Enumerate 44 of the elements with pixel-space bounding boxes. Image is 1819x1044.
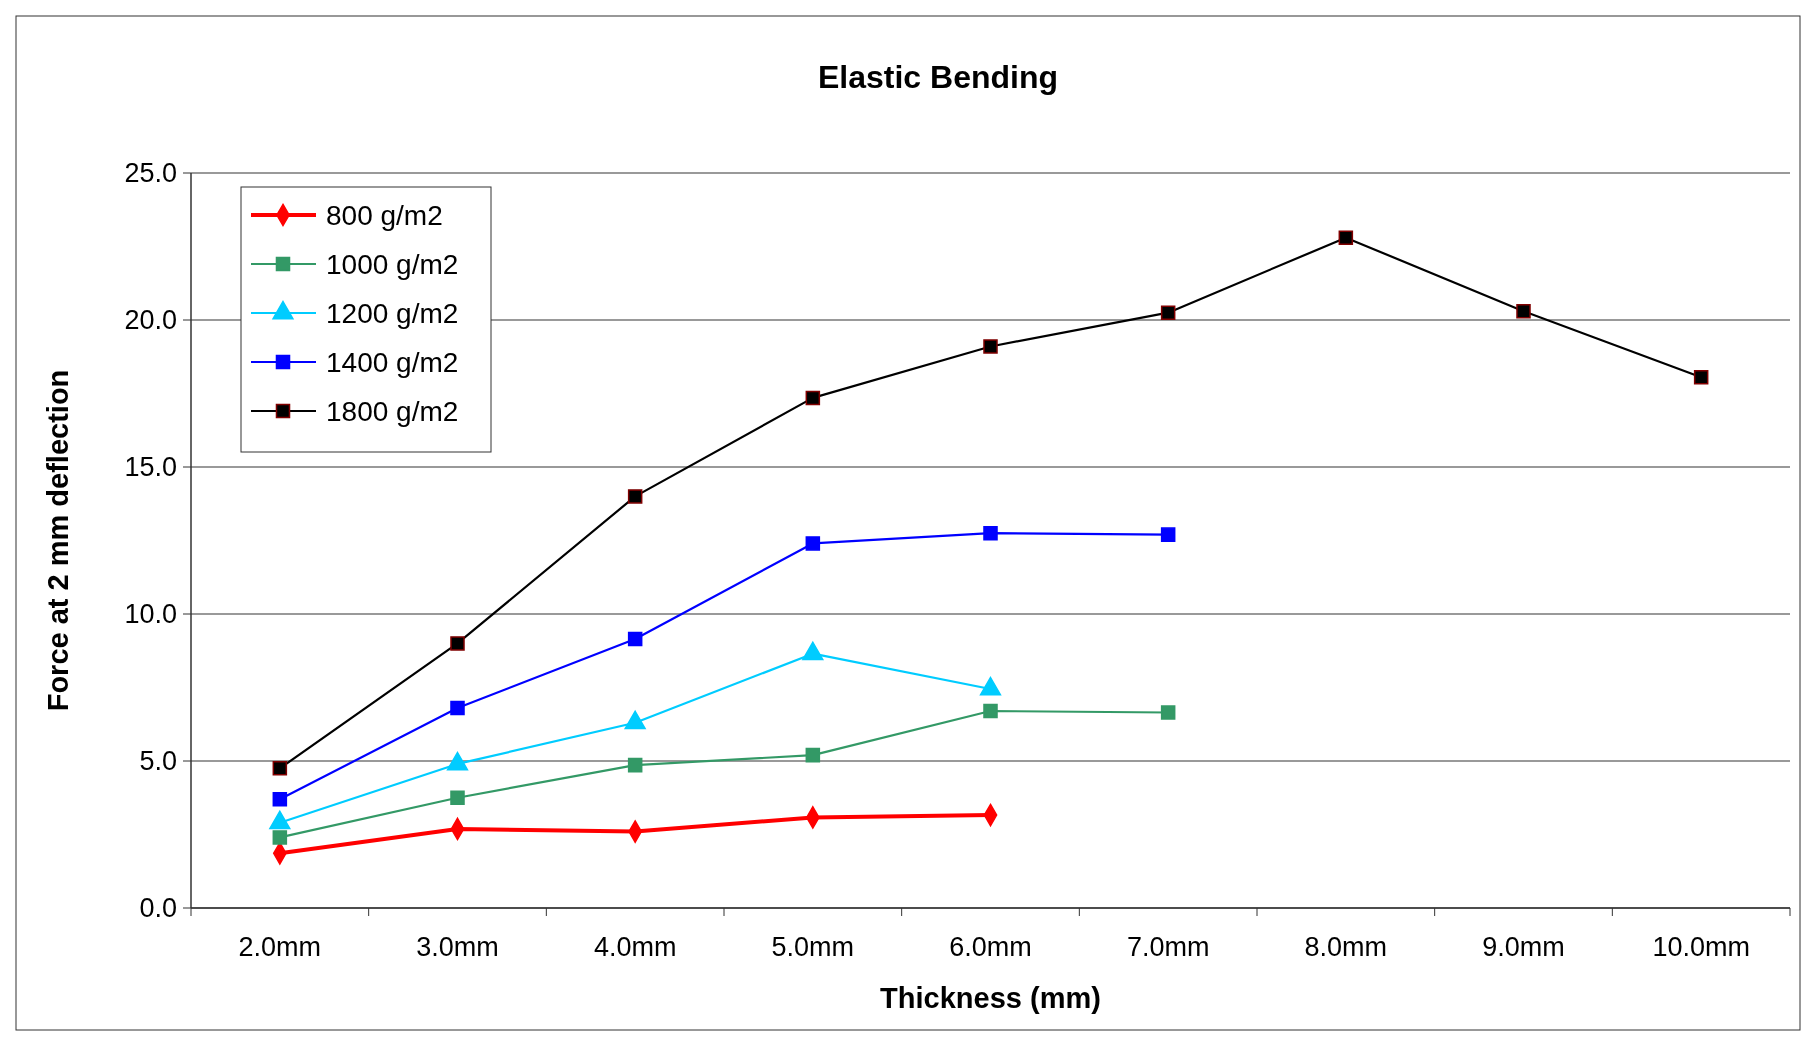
point [272, 791, 288, 807]
point [1160, 705, 1176, 720]
legend-label: 1200 g/m2 [326, 297, 459, 329]
x-tick-label: 10.0mm [1652, 932, 1750, 962]
point [1516, 303, 1531, 319]
point [1693, 370, 1709, 385]
point [805, 747, 821, 763]
point [627, 631, 643, 647]
y-tick-label: 10.0 [124, 599, 177, 630]
y-tick-label: 0.0 [139, 893, 177, 924]
legend-label: 1000 g/m2 [326, 248, 459, 280]
x-tick-label: 8.0mm [1304, 932, 1388, 962]
x-tick-label: 9.0mm [1482, 932, 1565, 962]
x-tick-label: 5.0mm [771, 932, 855, 962]
x-tick-label: 7.0mm [1126, 932, 1210, 962]
point [1160, 305, 1176, 320]
point [450, 636, 465, 651]
point [805, 536, 821, 551]
point [627, 489, 643, 504]
y-tick-label: 15.0 [124, 452, 177, 483]
y-tick-label: 25.0 [124, 158, 177, 189]
y-tick-label: 5.0 [139, 746, 177, 777]
point [450, 790, 465, 806]
x-tick-label: 3.0mm [416, 932, 499, 962]
point [627, 757, 643, 773]
x-tick-label: 4.0mm [593, 932, 677, 962]
x-axis-title: Thickness (mm) [880, 982, 1101, 1014]
legend-label: 800 g/m2 [326, 199, 443, 231]
y-axis-title: Force at 2 mm deflection [42, 369, 74, 712]
point [1160, 527, 1176, 542]
point [805, 390, 821, 406]
point [983, 525, 998, 541]
y-tick-label: 20.0 [124, 305, 177, 336]
point [983, 703, 998, 719]
point [272, 830, 288, 845]
chart-title: Elastic Bending [817, 59, 1059, 95]
point [272, 761, 288, 776]
point [983, 339, 998, 354]
legend-label: 1800 g/m2 [326, 395, 459, 427]
legend-label: 1400 g/m2 [326, 346, 459, 378]
x-tick-label: 6.0mm [949, 932, 1032, 962]
point [1338, 230, 1354, 245]
point [450, 700, 465, 716]
x-tick-label: 2.0mm [238, 932, 322, 962]
